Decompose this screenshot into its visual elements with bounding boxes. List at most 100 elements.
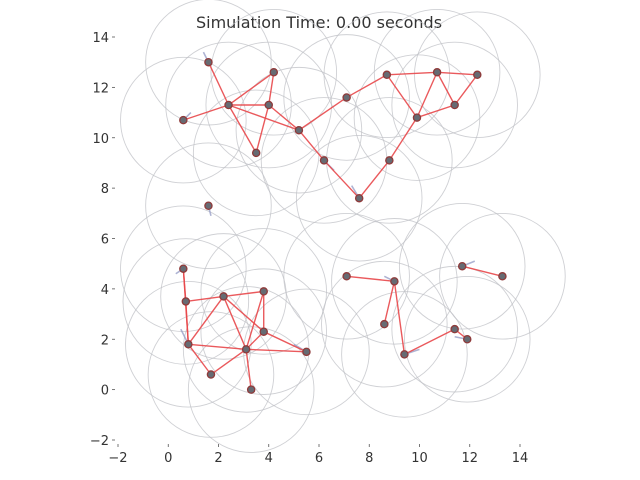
agent-node (382, 70, 392, 80)
agent-node (450, 324, 459, 334)
network-edge (298, 96, 348, 131)
network-edge (223, 295, 265, 333)
range-circle (331, 218, 458, 345)
y-tick-label: 0 (101, 384, 109, 399)
network-edge (298, 129, 325, 161)
network-edge (386, 71, 438, 76)
network-edge (383, 281, 396, 325)
range-circle (210, 8, 338, 136)
network-edge (228, 71, 275, 106)
x-tick-label: 4 (265, 451, 273, 466)
agent-node (412, 113, 422, 122)
range-circle (283, 213, 410, 340)
y-tick-label: 14 (92, 31, 109, 46)
network-edge (416, 71, 438, 118)
network-edge (227, 104, 257, 154)
network-edge (358, 159, 390, 199)
y-tick-label: 10 (92, 132, 109, 147)
range-circle (120, 56, 247, 184)
network-edge (255, 104, 270, 154)
range-circle (439, 213, 566, 340)
network-edge (268, 72, 275, 106)
range-circle (145, 142, 272, 270)
x-tick-label: 12 (461, 451, 478, 466)
range-circle (120, 205, 247, 332)
network-edge (437, 71, 478, 76)
network-edge (207, 61, 230, 106)
network-edge (454, 74, 478, 106)
x-tick-label: 14 (512, 451, 529, 466)
agent-node (204, 201, 213, 211)
x-tick-label: 6 (315, 451, 323, 466)
range-circle (200, 228, 327, 355)
network-edge (263, 331, 307, 353)
agent-node (269, 68, 279, 77)
agent-node (302, 347, 311, 357)
agent-node (457, 261, 467, 271)
network-edge (436, 71, 456, 106)
network-edge (245, 349, 252, 390)
agent-node (206, 370, 216, 379)
y-axis-ticks: −2 0 2 4 6 8 10 12 14 (90, 31, 115, 449)
agent-node (251, 148, 261, 158)
agent-node (264, 100, 273, 110)
network-edge (185, 295, 224, 303)
range-circle (145, 0, 272, 126)
network-edge (222, 296, 247, 350)
network-edge (346, 74, 388, 99)
x-tick-label: 10 (411, 451, 428, 466)
range-circle (391, 265, 518, 393)
agent-node (184, 340, 193, 349)
x-axis-ticks: −2 0 2 4 6 8 10 12 14 (108, 444, 528, 466)
nodes-layer (179, 57, 507, 394)
network-edge (187, 343, 212, 375)
range-circle (147, 311, 275, 438)
range-circle (283, 34, 410, 161)
agent-node (179, 115, 188, 125)
y-tick-label: 6 (101, 233, 109, 248)
y-tick-label: 12 (92, 81, 109, 96)
agent-node (179, 264, 188, 273)
agent-node (294, 125, 304, 135)
agent-node (241, 345, 251, 354)
network-edge (346, 275, 395, 283)
y-tick-label: 2 (101, 333, 109, 348)
agent-node (259, 287, 268, 296)
range-circles-layer (120, 0, 566, 453)
network-edge (246, 348, 307, 353)
network-edge (228, 104, 300, 131)
range-circle (187, 326, 315, 453)
agent-node (462, 334, 472, 344)
agent-node (432, 68, 442, 77)
x-tick-label: −2 (108, 451, 127, 466)
agent-node (342, 272, 351, 281)
range-circle (403, 275, 531, 403)
range-circle (373, 8, 501, 136)
range-circle (122, 238, 250, 365)
y-tick-label: −2 (90, 434, 109, 449)
agent-node (319, 156, 329, 165)
agent-node (181, 297, 191, 306)
agent-node (259, 327, 268, 336)
y-tick-label: 4 (101, 283, 109, 298)
x-tick-label: 2 (214, 451, 222, 466)
network-edge (416, 104, 455, 119)
network-edge (188, 343, 247, 351)
network-edge (183, 104, 229, 121)
network-edge (388, 117, 418, 161)
range-circle (235, 66, 363, 194)
agent-node (354, 193, 364, 203)
x-tick-label: 8 (365, 451, 373, 466)
chart-title: Simulation Time: 0.00 seconds (196, 13, 442, 32)
agent-node (400, 350, 409, 359)
range-circle (192, 89, 320, 217)
x-tick-label: 0 (164, 451, 172, 466)
network-edge (223, 290, 264, 298)
network-edge (185, 301, 190, 345)
agent-node (246, 385, 256, 394)
network-edge (462, 265, 503, 277)
range-circle (165, 41, 292, 169)
range-circle (353, 54, 481, 181)
range-circle (414, 11, 541, 139)
